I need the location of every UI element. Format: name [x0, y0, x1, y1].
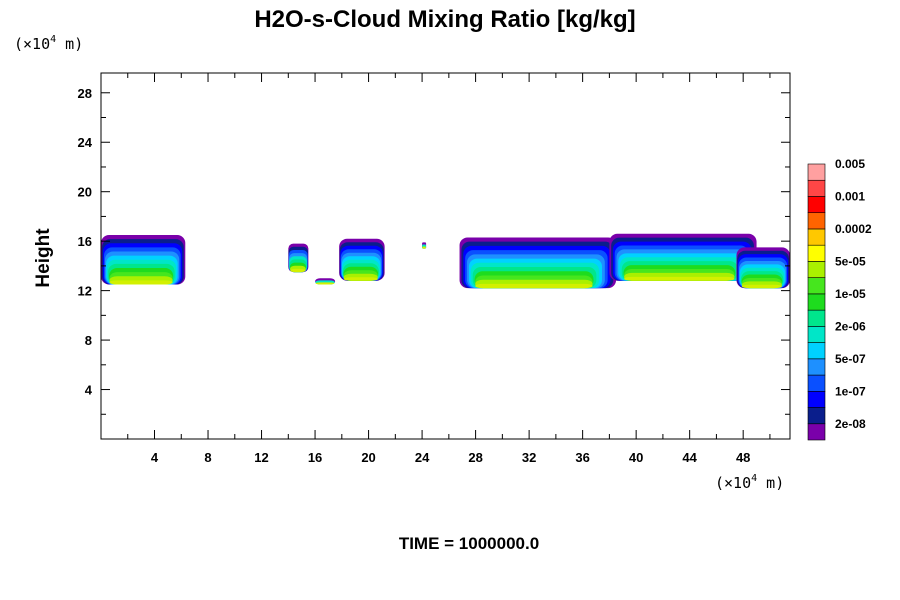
cloud-region — [288, 243, 309, 273]
svg-text:(×104 m): (×104 m) — [14, 34, 83, 53]
x-tick-label: 28 — [468, 450, 482, 465]
colorbar-label: 2e-06 — [835, 319, 866, 333]
cloud-band — [343, 277, 378, 281]
colorbar-swatch — [807, 163, 826, 181]
cloud-band — [422, 246, 426, 249]
colorbar-swatch — [807, 261, 826, 278]
y-axis-ticks: 4 8 12 16 20 24 28 — [78, 86, 790, 415]
x-tick-label: 32 — [522, 450, 536, 465]
cloud-region — [736, 247, 790, 289]
y-axis-label: Height — [33, 228, 54, 288]
cloud-band — [315, 282, 335, 285]
cloud-field — [101, 233, 790, 289]
cloud-region — [101, 234, 186, 285]
x-tick-label: 24 — [415, 450, 430, 465]
colorbar-label: 1e-07 — [835, 384, 866, 398]
cloud-region — [609, 233, 757, 281]
colorbar-swatch — [807, 358, 826, 376]
cloud-band — [475, 283, 593, 289]
cloud-band — [741, 284, 782, 289]
x-tick-label: 12 — [254, 450, 268, 465]
colorbar-swatch — [807, 407, 826, 425]
colorbar-swatch — [807, 244, 826, 262]
y-tick-label: 4 — [85, 383, 93, 398]
colorbar-swatch — [807, 342, 826, 360]
colorbar-swatch — [807, 374, 826, 392]
chart-title: H2O-s-Cloud Mixing Ratio [kg/kg] — [254, 6, 635, 33]
colorbar-swatch — [807, 196, 826, 214]
x-axis-ticks: 4 8 12 16 20 24 28 32 36 40 44 48 — [127, 73, 771, 465]
colorbar-label: 0.001 — [835, 189, 865, 203]
colorbar-swatch — [807, 390, 826, 408]
colorbar-label: 0.005 — [835, 157, 865, 171]
colorbar-swatch — [807, 277, 826, 295]
cloud-band — [109, 280, 173, 285]
cloud-band — [624, 276, 735, 281]
y-tick-label: 20 — [78, 185, 92, 200]
colorbar-label: 5e-07 — [835, 352, 866, 366]
time-label: TIME = 1000000.0 — [399, 534, 539, 553]
colorbar-swatch — [807, 179, 826, 197]
x-axis-unit: (×104 m) — [715, 473, 784, 492]
y-tick-label: 12 — [78, 284, 92, 299]
cloud-band — [290, 268, 306, 273]
x-tick-label: 40 — [629, 450, 643, 465]
y-tick-label: 28 — [78, 86, 92, 101]
colorbar-swatch — [807, 326, 826, 343]
cloud-region — [339, 238, 385, 281]
plot-frame — [100, 72, 791, 440]
y-tick-label: 16 — [78, 234, 92, 249]
colorbar-label: 1e-05 — [835, 287, 866, 301]
x-tick-label: 8 — [204, 450, 211, 465]
y-tick-label: 8 — [85, 333, 92, 348]
colorbar-swatch — [807, 309, 826, 327]
cloud-region — [422, 242, 427, 249]
colorbar-label: 5e-05 — [835, 254, 866, 268]
colorbar: 2e-08 1e-07 5e-07 2e-06 1e-05 5e-05 0.0002 0.00… — [807, 157, 872, 441]
colorbar-swatch — [807, 228, 826, 246]
y-tick-label: 24 — [78, 135, 93, 150]
colorbar-swatch — [807, 423, 826, 441]
x-tick-label: 16 — [308, 450, 322, 465]
x-tick-label: 48 — [736, 450, 750, 465]
colorbar-swatch — [807, 293, 826, 311]
cloud-region — [315, 278, 336, 285]
colorbar-label: 2e-08 — [835, 417, 866, 431]
x-tick-label: 44 — [682, 450, 697, 465]
x-tick-label: 20 — [361, 450, 375, 465]
x-tick-label: 4 — [151, 450, 159, 465]
cloud-region — [459, 237, 617, 289]
x-tick-label: 36 — [575, 450, 589, 465]
svg-text:(×104 m): (×104 m) — [715, 473, 784, 492]
colorbar-swatch — [807, 212, 826, 230]
colorbar-label: 0.0002 — [835, 222, 872, 236]
y-axis-unit: (×104 m) — [14, 34, 83, 53]
